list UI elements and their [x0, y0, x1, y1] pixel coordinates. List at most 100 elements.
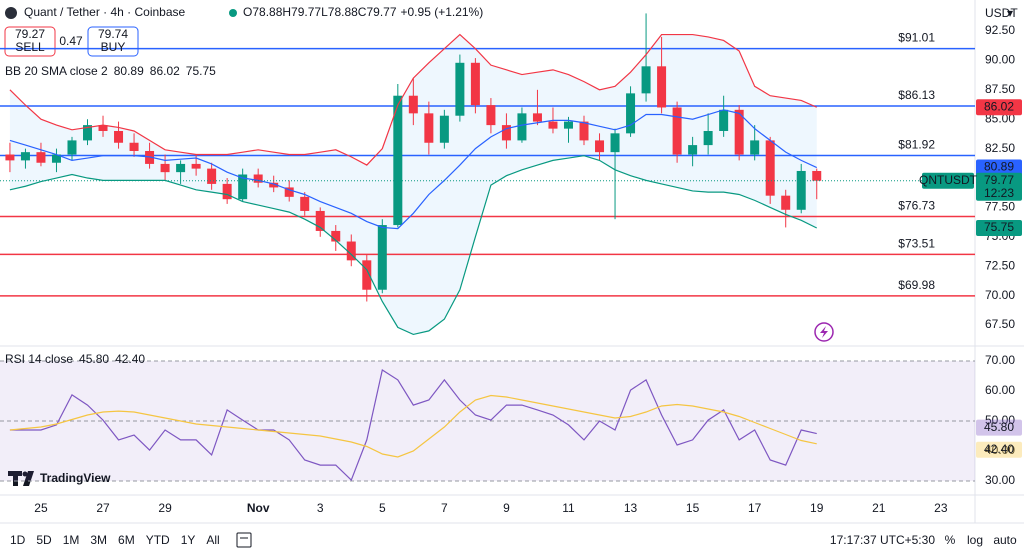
indicator-value: 80.89	[114, 64, 144, 78]
candle-body	[579, 121, 589, 141]
candle-body	[51, 154, 61, 163]
candle-body	[191, 163, 201, 169]
y-tick-label: 70.00	[985, 288, 1015, 302]
candle-body	[517, 113, 527, 141]
y-tick-label: 92.50	[985, 23, 1015, 37]
range-button[interactable]: 5D	[36, 533, 52, 547]
indicator-value: 42.40	[115, 352, 145, 366]
candle-body	[688, 145, 698, 155]
rsi-badge-label: 42.40	[984, 442, 1014, 456]
candle-body	[315, 210, 325, 231]
range-button[interactable]: All	[206, 533, 219, 547]
candle-body	[408, 95, 418, 114]
ohlc-key: C	[358, 5, 367, 19]
sell-price[interactable]: 79.27	[15, 27, 45, 41]
range-button[interactable]: 6M	[118, 533, 135, 547]
candle-body	[5, 154, 15, 161]
candle-body	[750, 140, 760, 155]
candle-body	[796, 170, 806, 210]
x-tick-label: 13	[624, 501, 638, 515]
ohlc-key: H	[282, 5, 291, 19]
candle-body	[657, 66, 667, 108]
clock: 17:17:37 UTC+5:30	[830, 533, 935, 547]
candle-body	[486, 105, 496, 126]
x-tick-label: 11	[562, 501, 575, 515]
range-button[interactable]: 3M	[90, 533, 107, 547]
candle-body	[300, 196, 310, 211]
indicator-name: RSI 14 close	[5, 352, 73, 366]
rsi-badge-label: 45.80	[984, 420, 1014, 434]
rsi-line	[9, 394, 817, 458]
ohlc-value: 78.88	[252, 5, 282, 19]
candle-body	[362, 260, 372, 290]
indicator-value: 45.80	[79, 352, 109, 366]
compare-icon[interactable]	[236, 532, 252, 548]
candle-body	[207, 168, 217, 184]
price-badge-label: 80.89	[984, 160, 1014, 174]
alert-icon[interactable]	[814, 322, 834, 342]
candle-body	[284, 187, 294, 197]
range-button[interactable]: 1Y	[181, 533, 196, 547]
candle-body	[269, 182, 279, 188]
x-tick-label: 3	[317, 501, 324, 515]
candle-body	[20, 152, 30, 161]
candle-body	[455, 62, 465, 116]
candle-body	[781, 195, 791, 210]
range-button[interactable]: 1M	[63, 533, 80, 547]
level-label: $81.92	[898, 138, 935, 152]
scale-option[interactable]: %	[945, 533, 956, 547]
countdown: 12:23	[984, 186, 1014, 200]
x-tick-label: 27	[96, 501, 110, 515]
buy-label[interactable]: BUY	[101, 40, 126, 54]
rsi-tick-label: 50.00	[985, 413, 1015, 427]
candle-body	[641, 66, 651, 94]
candle-body	[238, 174, 248, 200]
scale-option[interactable]: log	[967, 533, 983, 547]
candle-body	[393, 95, 403, 226]
candle-body	[626, 93, 636, 134]
candle-body	[114, 130, 124, 143]
rsi-tick-label: 70.00	[985, 353, 1015, 367]
rsi-badge	[976, 419, 1022, 436]
candle-body	[222, 183, 232, 200]
indicator-value: 86.02	[150, 64, 180, 78]
range-button[interactable]: 1D	[10, 533, 26, 547]
symbol-badge	[922, 172, 974, 189]
price-badge	[976, 99, 1022, 116]
x-tick-label: 25	[34, 501, 48, 515]
x-tick-label: 21	[872, 501, 886, 515]
range-button[interactable]: YTD	[146, 533, 170, 547]
candle-body	[719, 109, 729, 131]
candle-body	[470, 62, 480, 106]
rsi-tick-label: 30.00	[985, 473, 1015, 487]
candle-body	[67, 140, 77, 155]
ohlc-value: 79.77	[366, 5, 396, 19]
tradingview-logo-icon	[8, 471, 34, 486]
currency-dropdown-arrow[interactable]: ▾	[1007, 6, 1013, 20]
y-tick-label: 82.50	[985, 141, 1015, 155]
level-label: $73.51	[898, 237, 935, 251]
candle-body	[595, 140, 605, 153]
candle-body	[83, 125, 93, 141]
candle-body	[765, 140, 775, 196]
candle-body	[253, 174, 263, 183]
y-tick-label: 90.00	[985, 53, 1015, 67]
x-tick-label: 9	[503, 501, 510, 515]
spread: 0.47	[59, 34, 83, 48]
x-tick-label: 19	[810, 501, 824, 515]
sell-label[interactable]: SELL	[15, 40, 45, 54]
candle-body	[98, 125, 108, 131]
candle-body	[812, 170, 822, 181]
level-label: $91.01	[898, 31, 935, 45]
x-tick-label: 23	[934, 501, 948, 515]
currency[interactable]: USDT	[985, 6, 1018, 20]
y-tick-label: 77.50	[985, 200, 1015, 214]
ohlc-value: 78.88	[328, 5, 358, 19]
candle-body	[501, 125, 511, 141]
x-tick-label: 29	[158, 501, 172, 515]
scale-option[interactable]: auto	[993, 533, 1017, 547]
buy-price[interactable]: 79.74	[98, 27, 128, 41]
candle-body	[610, 133, 620, 153]
symbol-badge-label: QNTUSDT	[919, 173, 978, 187]
